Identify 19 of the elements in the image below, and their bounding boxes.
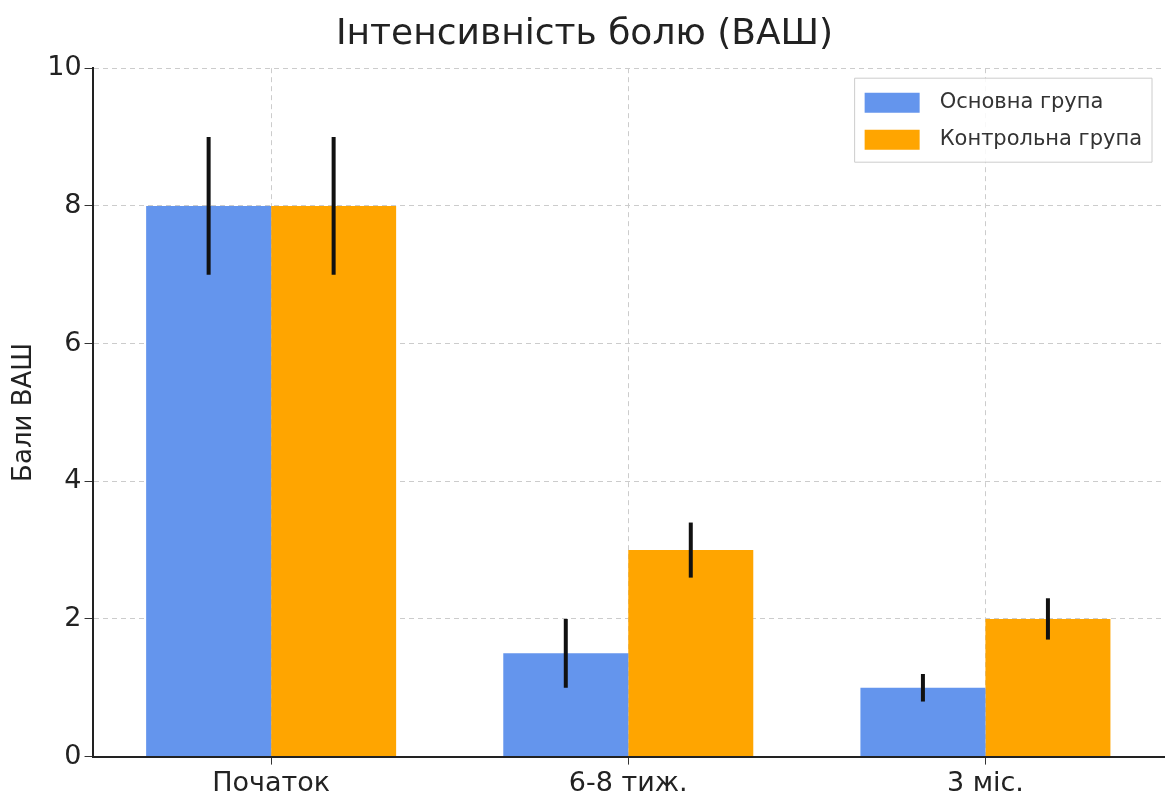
y-tick-label: 0 bbox=[64, 738, 82, 770]
legend-label: Основна група bbox=[939, 89, 1104, 114]
y-tick-label: 4 bbox=[64, 463, 82, 495]
y-axis-title: Бали ВАШ bbox=[7, 342, 38, 482]
bar bbox=[503, 653, 629, 757]
x-tick-label: 6-8 тиж. bbox=[568, 765, 688, 797]
legend-label: Контрольна група bbox=[939, 126, 1143, 151]
bar bbox=[628, 550, 754, 757]
bar bbox=[860, 687, 986, 757]
y-tick-label: 10 bbox=[47, 50, 82, 82]
chart-title: Інтенсивність болю (ВАШ) bbox=[335, 10, 834, 52]
y-tick-label: 6 bbox=[64, 325, 82, 357]
bar bbox=[985, 618, 1111, 757]
y-tick-label: 8 bbox=[64, 187, 82, 219]
x-tick-label: Початок bbox=[212, 765, 331, 797]
y-tick-label: 2 bbox=[64, 600, 82, 632]
x-tick-label: 3 міс. bbox=[946, 765, 1024, 797]
bar bbox=[271, 205, 397, 757]
bar bbox=[146, 205, 272, 757]
